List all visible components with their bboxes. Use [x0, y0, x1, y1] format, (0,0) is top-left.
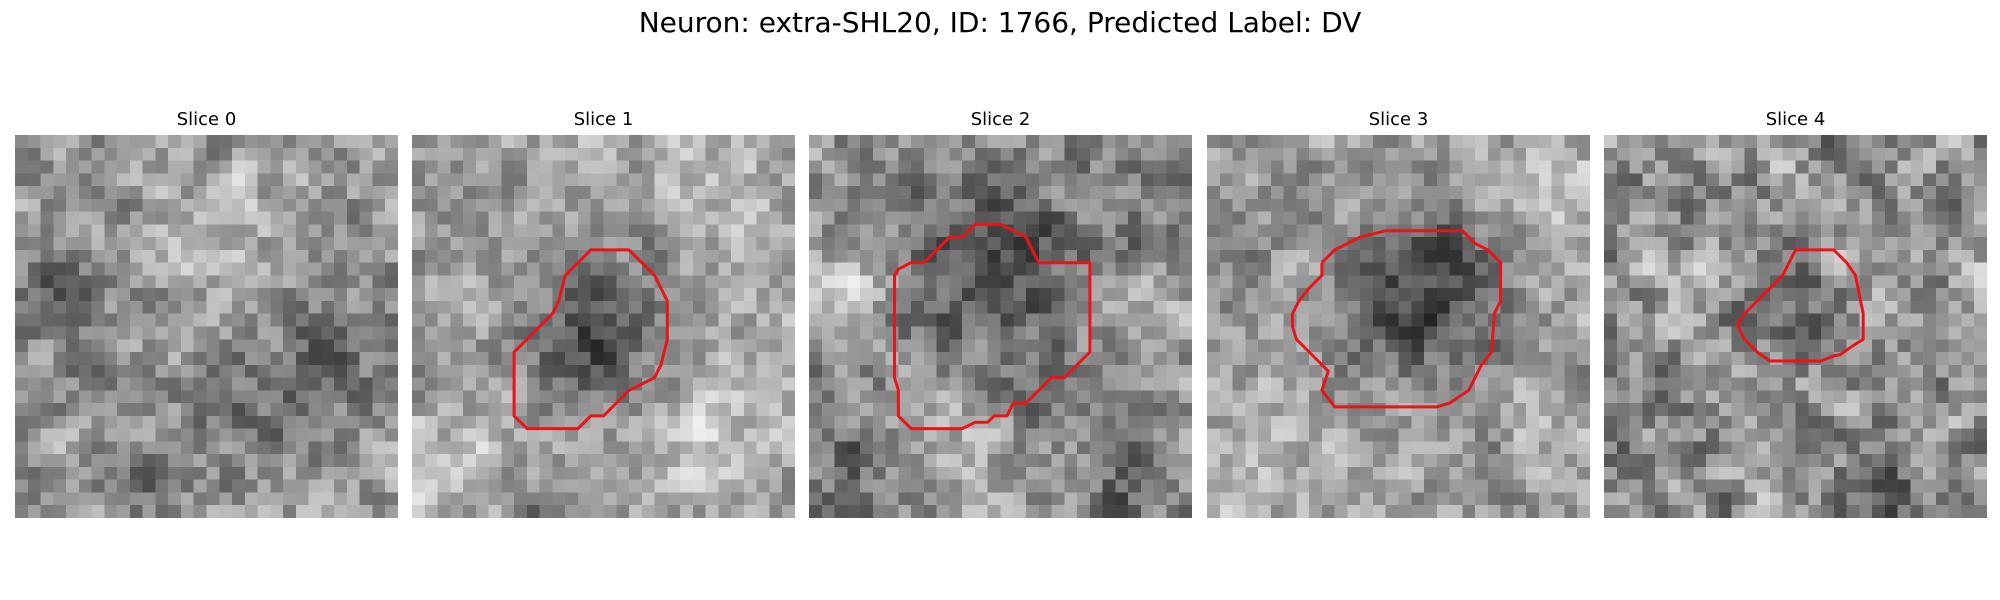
roi-contour [1291, 229, 1503, 409]
slice-image [412, 135, 795, 518]
slice-title: Slice 1 [573, 109, 634, 130]
slice-title: Slice 2 [970, 109, 1031, 130]
slice-image [809, 135, 1192, 518]
grayscale-image [809, 135, 1192, 518]
slice-title: Slice 3 [1368, 109, 1429, 130]
grayscale-image [412, 135, 795, 518]
slice-image [15, 135, 398, 518]
figure-title: Neuron: extra-SHL20, ID: 1766, Predicted… [638, 6, 1362, 39]
slice-title: Slice 0 [176, 109, 237, 130]
roi-contour-overlay [15, 135, 398, 518]
grayscale-image [1604, 135, 1987, 518]
roi-contour [893, 222, 1092, 431]
roi-contour-overlay [893, 222, 1092, 431]
roi-contour [512, 248, 669, 431]
roi-contour-overlay [1736, 248, 1865, 363]
slice-image [1207, 135, 1590, 518]
slice-title: Slice 4 [1765, 109, 1826, 130]
roi-contour-overlay [1291, 229, 1503, 409]
grayscale-image [1207, 135, 1590, 518]
roi-contour-overlay [512, 248, 669, 431]
slice-image [1604, 135, 1987, 518]
grayscale-image [15, 135, 398, 518]
roi-contour [1736, 248, 1865, 363]
